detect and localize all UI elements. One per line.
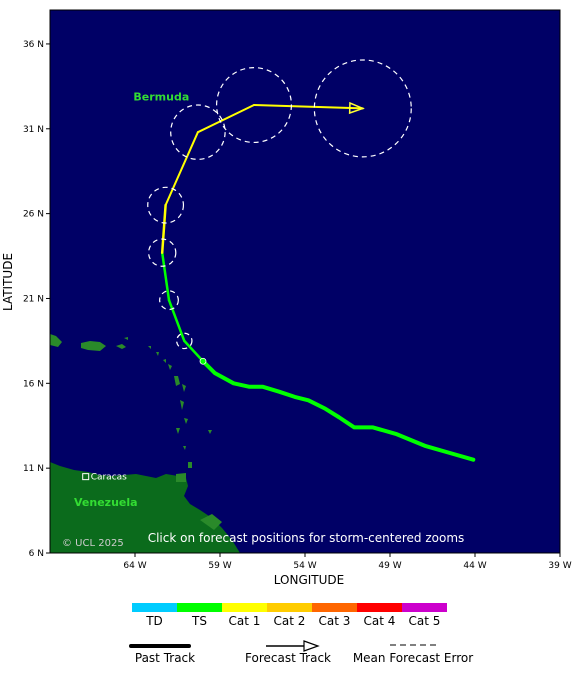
error-circle	[159, 290, 179, 311]
south-america-land	[50, 462, 240, 553]
y-axis-ticks: 36 N 31 N 26 N 21 N 16 N 11 N 6 N	[23, 40, 50, 559]
x-axis-ticks: 64 W 59 W 54 W 49 W 44 W 39 W	[123, 553, 572, 571]
forecast-positions[interactable]	[156, 99, 369, 365]
x-tick-label: 39 W	[548, 561, 571, 571]
x-tick-label: 44 W	[463, 561, 486, 571]
forecast-position-hotspot[interactable]	[192, 126, 204, 138]
scale-swatch	[222, 603, 267, 612]
scale-swatch	[132, 603, 177, 612]
scale-label: Cat 5	[409, 614, 441, 628]
caracas-marker	[82, 473, 90, 481]
forecast-position-hotspot[interactable]	[248, 99, 260, 111]
ocean-background	[50, 10, 560, 553]
forecast-segment	[196, 104, 255, 134]
y-tick-label: 11 N	[23, 464, 44, 474]
y-tick-label: 16 N	[23, 379, 44, 389]
x-tick-label: 49 W	[378, 561, 401, 571]
forecast-segment	[164, 131, 199, 207]
bermuda-label: Bermuda	[133, 91, 189, 104]
caracas-label: Caracas	[91, 473, 127, 483]
forecast-arrow-icon	[303, 640, 320, 652]
scale-label: TD	[145, 614, 163, 628]
error-circle	[176, 332, 193, 350]
forecast-track-line	[160, 101, 365, 363]
x-axis-title: LONGITUDE	[274, 573, 344, 587]
y-tick-label: 26 N	[23, 210, 44, 220]
scale-swatch	[402, 603, 447, 612]
forecast-error-circles	[147, 59, 412, 350]
x-tick-label: 64 W	[123, 561, 146, 571]
scale-swatch	[267, 603, 312, 612]
forecast-segment	[183, 339, 205, 363]
forecast-position-hotspot[interactable]	[357, 102, 369, 114]
forecast-position-hotspot[interactable]	[163, 294, 175, 306]
forecast-segment	[160, 203, 167, 254]
y-tick-label: 31 N	[23, 125, 44, 135]
scale-swatch	[357, 603, 402, 612]
past-track-line	[201, 359, 476, 462]
y-tick-label: 36 N	[23, 40, 44, 50]
scale-swatch	[312, 603, 357, 612]
scale-label: Cat 4	[364, 614, 396, 628]
x-tick-label: 59 W	[208, 561, 231, 571]
error-circle	[147, 186, 185, 224]
forecast-track-legend-label: Forecast Track	[245, 651, 331, 665]
forecast-position-hotspot[interactable]	[156, 247, 168, 259]
track-legend: Past Track Forecast Track Mean Forecast …	[129, 640, 473, 665]
intensity-scale-legend: TD TS Cat 1 Cat 2 Cat 3 Cat 4 Cat 5	[132, 603, 447, 628]
scale-label: Cat 2	[274, 614, 306, 628]
forecast-position-hotspot[interactable]	[160, 199, 172, 211]
error-circle	[216, 67, 293, 144]
caribbean-islands	[50, 334, 222, 530]
forecast-segment	[253, 104, 364, 110]
error-circle	[313, 59, 412, 158]
forecast-segment	[160, 251, 171, 302]
forecast-position-hotspot[interactable]	[178, 335, 190, 347]
x-tick-label: 54 W	[293, 561, 316, 571]
forecast-segment	[167, 298, 186, 343]
y-tick-label: 6 N	[29, 549, 44, 559]
copyright-credit: © UCL 2025	[62, 538, 124, 549]
y-axis-title: LATITUDE	[1, 253, 15, 311]
venezuela-label: Venezuela	[74, 496, 138, 509]
scale-label: TS	[191, 614, 207, 628]
zoom-instructions: Click on forecast positions for storm-ce…	[148, 531, 465, 545]
error-circle	[170, 104, 226, 160]
past-track-legend-label: Past Track	[135, 651, 195, 665]
y-tick-label: 21 N	[23, 294, 44, 304]
scale-label: Cat 1	[229, 614, 261, 628]
error-circle	[147, 238, 177, 267]
scale-label: Cat 3	[319, 614, 351, 628]
forecast-position-hotspot[interactable]	[199, 357, 207, 365]
mean-error-legend-label: Mean Forecast Error	[353, 651, 473, 665]
forecast-arrow-icon	[348, 101, 365, 115]
scale-swatch	[177, 603, 222, 612]
